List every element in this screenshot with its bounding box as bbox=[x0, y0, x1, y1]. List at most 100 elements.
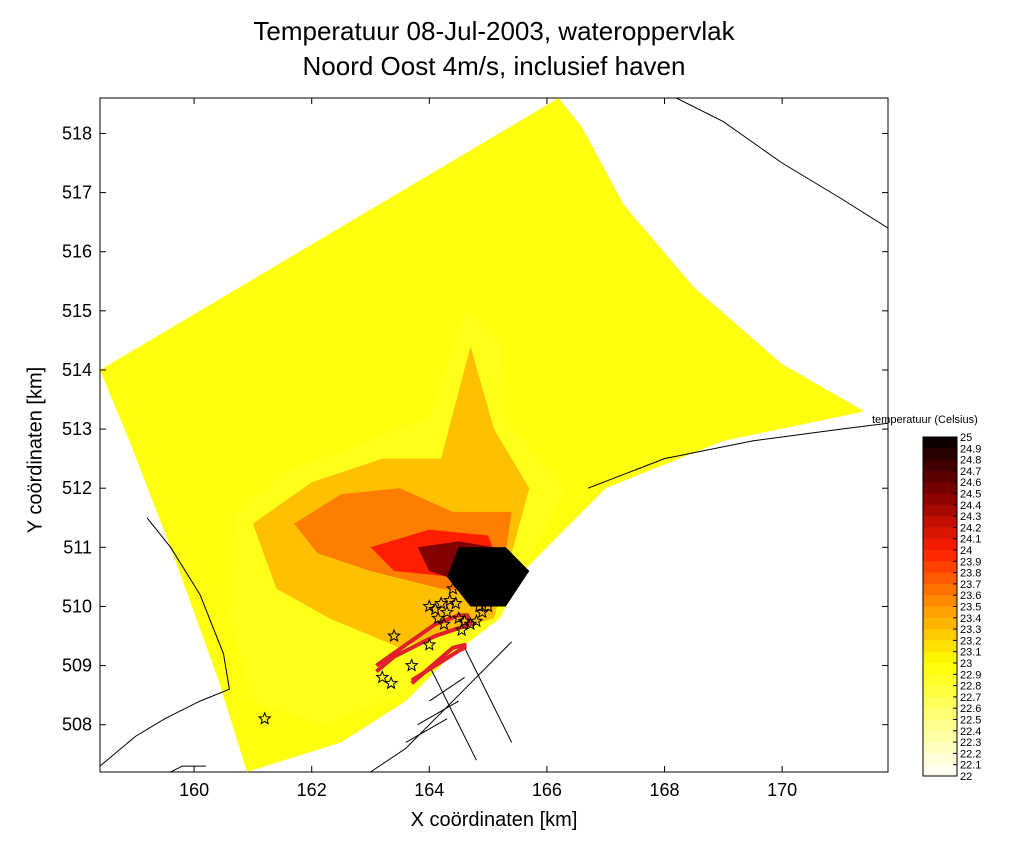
star-marker-6 bbox=[422, 599, 437, 613]
star-marker-4 bbox=[404, 658, 419, 672]
colorbar-band bbox=[923, 595, 957, 608]
x-tick-label: 162 bbox=[297, 780, 327, 800]
colorbar-band bbox=[923, 583, 957, 596]
colorbar-band bbox=[923, 696, 957, 709]
temperature-field bbox=[100, 98, 865, 772]
colorbar-tick-label: 23.2 bbox=[960, 635, 981, 647]
star-marker-2 bbox=[384, 675, 399, 690]
colorbar-band bbox=[923, 719, 957, 732]
colorbar-band bbox=[923, 470, 957, 483]
colorbar-band bbox=[923, 764, 957, 777]
star-marker-22 bbox=[481, 599, 496, 613]
x-tick-label: 168 bbox=[650, 780, 680, 800]
colorbar-tick-label: 24.5 bbox=[960, 489, 981, 501]
colorbar-tick-label: 24.1 bbox=[960, 534, 981, 546]
colorbar-band bbox=[923, 482, 957, 495]
colorbar-tick-label: 23.5 bbox=[960, 602, 981, 614]
colorbar-tick-label: 22.5 bbox=[960, 715, 981, 727]
star-marker-8 bbox=[431, 610, 446, 625]
colorbar-tick-label: 24.3 bbox=[960, 511, 981, 523]
contour-level-5 bbox=[447, 547, 530, 607]
colorbar-band bbox=[923, 448, 957, 461]
colorbar-band bbox=[923, 640, 957, 653]
colorbar-band bbox=[923, 708, 957, 721]
outfall-line-2 bbox=[410, 642, 467, 685]
star-marker-9 bbox=[434, 596, 449, 610]
colorbar-label: temperatuur (Celsius) bbox=[872, 414, 978, 426]
harbor-line-3 bbox=[417, 700, 459, 726]
colorbar-tick-label: 22.1 bbox=[960, 760, 981, 772]
y-tick-label: 509 bbox=[62, 656, 92, 676]
star-marker-10 bbox=[437, 616, 451, 631]
colorbar-tick-label: 24.8 bbox=[960, 455, 981, 467]
chart-title: Temperatuur 08-Jul-2003, wateroppervlak bbox=[253, 16, 735, 46]
colorbar-tick-label: 22 bbox=[960, 771, 972, 783]
star-marker-13 bbox=[445, 581, 460, 595]
colorbar-tick-label: 22.2 bbox=[960, 748, 981, 760]
colorbar-tick-label: 24 bbox=[960, 545, 972, 557]
y-tick-label: 514 bbox=[62, 360, 92, 380]
colorbar-band bbox=[923, 617, 957, 630]
colorbar-tick-label: 23.3 bbox=[960, 624, 981, 636]
star-marker-18 bbox=[463, 616, 478, 631]
colorbar: 2524.924.824.724.624.524.424.324.224.124… bbox=[922, 432, 981, 783]
colorbar-band bbox=[923, 663, 957, 675]
colorbar-tick-label: 24.2 bbox=[960, 522, 981, 534]
colorbar-tick-label: 23 bbox=[960, 658, 972, 670]
colorbar-tick-label: 22.6 bbox=[960, 703, 981, 715]
x-tick-label: 170 bbox=[767, 780, 797, 800]
colorbar-tick-label: 24.6 bbox=[960, 477, 981, 489]
star-marker-3 bbox=[386, 628, 401, 643]
star-marker-0 bbox=[257, 711, 272, 725]
colorbar-tick-label: 24.4 bbox=[960, 500, 981, 512]
colorbar-tick-label: 23.8 bbox=[960, 568, 981, 580]
coastline-4 bbox=[676, 98, 888, 229]
colorbar-band bbox=[923, 606, 957, 619]
star-marker-17 bbox=[457, 613, 472, 628]
colorbar-tick-label: 22.9 bbox=[960, 669, 981, 681]
chart-subtitle: Noord Oost 4m/s, inclusief haven bbox=[302, 51, 686, 81]
y-tick-label: 508 bbox=[62, 715, 92, 735]
star-marker-12 bbox=[442, 593, 457, 607]
colorbar-tick-label: 22.4 bbox=[960, 726, 981, 738]
colorbar-tick-label: 22.3 bbox=[960, 737, 981, 749]
colorbar-tick-label: 23.4 bbox=[960, 613, 981, 625]
colorbar-tick-label: 24.7 bbox=[960, 466, 981, 478]
colorbar-band bbox=[923, 629, 957, 641]
colorbar-band bbox=[923, 742, 957, 754]
colorbar-band bbox=[923, 493, 957, 506]
colorbar-tick-label: 22.8 bbox=[960, 681, 981, 693]
coastline-3 bbox=[587, 422, 888, 489]
x-axis-label: X coördinaten [km] bbox=[410, 809, 578, 831]
x-tick-label: 166 bbox=[532, 780, 562, 800]
harbor-line-1 bbox=[464, 647, 513, 743]
y-tick-label: 518 bbox=[62, 123, 92, 143]
y-tick-label: 513 bbox=[62, 419, 92, 439]
star-marker-5 bbox=[422, 637, 437, 651]
coastline-0 bbox=[100, 517, 230, 767]
colorbar-tick-label: 22.7 bbox=[960, 692, 981, 704]
colorbar-tick-label: 24.9 bbox=[960, 443, 981, 455]
colorbar-band bbox=[923, 730, 957, 743]
harbor-line-2 bbox=[429, 676, 465, 702]
coastline-2 bbox=[170, 765, 206, 772]
colorbar-band bbox=[923, 674, 957, 687]
coastline-1 bbox=[370, 641, 512, 772]
coastlines bbox=[100, 98, 888, 772]
colorbar-band bbox=[923, 527, 957, 540]
colorbar-band bbox=[923, 437, 957, 449]
x-tick-label: 164 bbox=[414, 780, 444, 800]
colorbar-tick-label: 23.6 bbox=[960, 590, 981, 602]
colorbar-band bbox=[923, 572, 957, 585]
colorbar-tick-label: 23.1 bbox=[960, 647, 981, 659]
y-tick-label: 511 bbox=[63, 537, 92, 557]
y-axis-label: Y coördinaten [km] bbox=[24, 366, 47, 534]
harbor-line-4 bbox=[405, 718, 448, 743]
colorbar-band bbox=[923, 459, 957, 472]
colorbar-band bbox=[923, 550, 957, 562]
y-tick-label: 510 bbox=[62, 596, 92, 616]
colorbar-band bbox=[923, 685, 957, 698]
colorbar-band bbox=[923, 516, 957, 528]
measurement-markers bbox=[257, 581, 496, 725]
